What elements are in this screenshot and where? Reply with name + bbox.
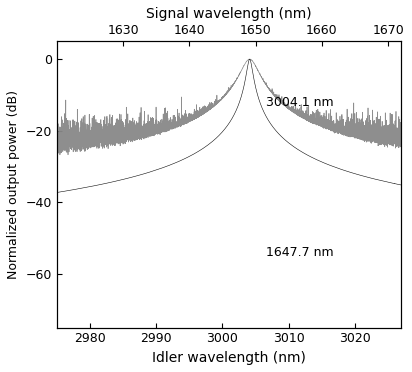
X-axis label: Idler wavelength (nm): Idler wavelength (nm) [152, 351, 306, 365]
X-axis label: Signal wavelength (nm): Signal wavelength (nm) [146, 7, 312, 21]
Text: 1647.7 nm: 1647.7 nm [266, 246, 333, 259]
Y-axis label: Normalized output power (dB): Normalized output power (dB) [7, 90, 20, 279]
Text: 3004.1 nm: 3004.1 nm [266, 96, 333, 109]
